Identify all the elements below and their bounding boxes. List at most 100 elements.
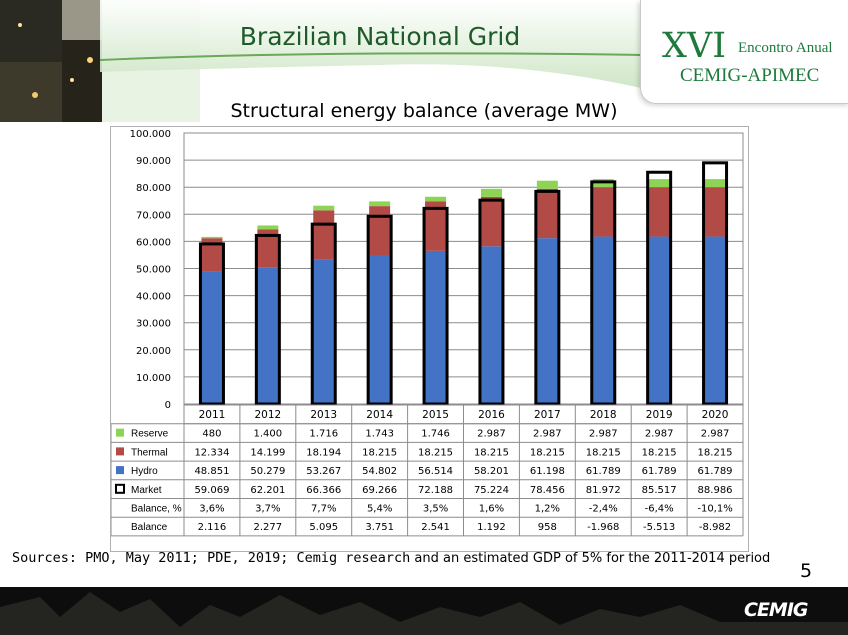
data-label: 78.456	[530, 485, 565, 496]
bar-thermal	[201, 238, 223, 272]
y-tick-label: 40.000	[136, 292, 171, 303]
market-outline	[534, 189, 561, 406]
bar-thermal	[592, 187, 614, 237]
legend-label: Thermal	[131, 447, 168, 458]
bar-hydro	[201, 271, 223, 404]
data-label: 66.366	[306, 485, 341, 496]
data-label: -10,1%	[697, 504, 732, 515]
data-label: 3,7%	[255, 504, 280, 515]
data-label: -6,4%	[645, 504, 674, 515]
bar-hydro	[480, 246, 502, 404]
data-label: 1.746	[421, 429, 450, 440]
plot-border	[183, 132, 744, 405]
data-label: -5.513	[643, 522, 675, 533]
data-label: 59.069	[194, 485, 229, 496]
bar-reserve	[425, 196, 447, 202]
bar-thermal	[313, 210, 335, 260]
data-label: 18.194	[306, 447, 341, 458]
market-outline	[478, 198, 505, 406]
data-label: 18.215	[642, 447, 677, 458]
market-outline	[310, 222, 337, 406]
data-label: 3,6%	[199, 504, 224, 515]
data-label: 2.987	[589, 429, 618, 440]
x-tick-label: 2017	[534, 409, 561, 421]
data-label: -8.982	[699, 522, 731, 533]
bar-reserve	[313, 205, 335, 211]
footer-band	[0, 587, 848, 635]
data-label: 58.201	[474, 466, 509, 477]
data-label: 18.215	[530, 447, 565, 458]
bar-reserve	[257, 225, 279, 230]
cemig-logo: CEMIG	[744, 599, 808, 621]
x-tick-label: 2015	[422, 409, 449, 421]
data-label: 18.215	[586, 447, 621, 458]
legend-label: Balance	[131, 522, 168, 533]
bar-reserve	[480, 188, 502, 197]
bar-thermal	[648, 187, 670, 237]
bar-reserve	[201, 236, 223, 239]
x-tick-label: 2020	[702, 409, 729, 421]
bar-thermal	[257, 229, 279, 268]
data-label: 2.541	[421, 522, 450, 533]
y-tick-label: 60.000	[136, 237, 171, 248]
data-label: 18.215	[418, 447, 453, 458]
data-label: 85.517	[642, 485, 677, 496]
legend-label: Market	[131, 485, 162, 496]
page-number: 5	[800, 560, 813, 582]
bar-reserve	[704, 179, 726, 188]
y-tick-label: 10.000	[136, 373, 171, 384]
data-label: 56.514	[418, 466, 453, 477]
data-label: 7,7%	[311, 504, 336, 515]
data-label: -1.968	[587, 522, 619, 533]
market-outline	[198, 242, 225, 406]
data-label: 3,5%	[423, 504, 448, 515]
bar-hydro	[369, 255, 391, 404]
data-label: 1.192	[477, 522, 506, 533]
bar-thermal	[536, 188, 558, 239]
data-label: 53.267	[306, 466, 341, 477]
x-tick-label: 2012	[254, 409, 281, 421]
market-outline	[422, 206, 449, 406]
data-label: 88.986	[698, 485, 733, 496]
data-label: 69.266	[362, 485, 397, 496]
data-label: 50.279	[250, 466, 285, 477]
legend-key-market	[115, 483, 125, 494]
data-label: 958	[538, 522, 557, 533]
data-label: 2.987	[701, 429, 730, 440]
data-label: 18.215	[474, 447, 509, 458]
y-tick-label: 30.000	[136, 319, 171, 330]
event-name: Encontro Anual	[738, 40, 833, 56]
bar-hydro	[536, 238, 558, 404]
event-logo-box	[640, 0, 848, 104]
chart-title: Structural energy balance (average MW)	[230, 100, 618, 122]
sources-main: Sources: PMO, May 2011; PDE, 2019; Cemig…	[12, 550, 411, 566]
sources-detail: and an estimated GDP of 5% for the 2011-…	[410, 551, 771, 566]
market-outline	[590, 180, 617, 406]
chart-canvas: 0 10.000 20.000 30.000 40.000 50.000 60.000 70.…	[111, 129, 744, 537]
data-label: 5,4%	[367, 504, 392, 515]
market-outline	[254, 233, 281, 406]
legend-key-thermal	[116, 447, 124, 456]
data-label: 2.987	[533, 429, 562, 440]
x-tick-label: 2018	[590, 409, 617, 421]
data-label: 75.224	[474, 485, 509, 496]
y-tick-label: 20.000	[136, 346, 171, 357]
data-label: 12.334	[194, 447, 229, 458]
legend-label: Hydro	[131, 466, 158, 477]
event-number: XVI	[662, 26, 727, 66]
legend-key-hydro	[116, 466, 124, 475]
x-tick-label: 2014	[366, 409, 393, 421]
data-label: 61.789	[698, 466, 733, 477]
bar-thermal	[425, 201, 447, 251]
legend-key-reserve	[116, 428, 124, 437]
y-tick-label: 70.000	[136, 210, 171, 221]
data-label: 1,2%	[535, 504, 560, 515]
data-label: 18.215	[698, 447, 733, 458]
data-label: 61.789	[642, 466, 677, 477]
legend-label: Reserve	[131, 429, 169, 440]
legend-label: Balance, %	[131, 504, 182, 515]
data-label: 480	[202, 429, 221, 440]
data-label: 2.987	[645, 429, 674, 440]
market-outline	[646, 170, 673, 406]
data-label: 18.215	[362, 447, 397, 458]
